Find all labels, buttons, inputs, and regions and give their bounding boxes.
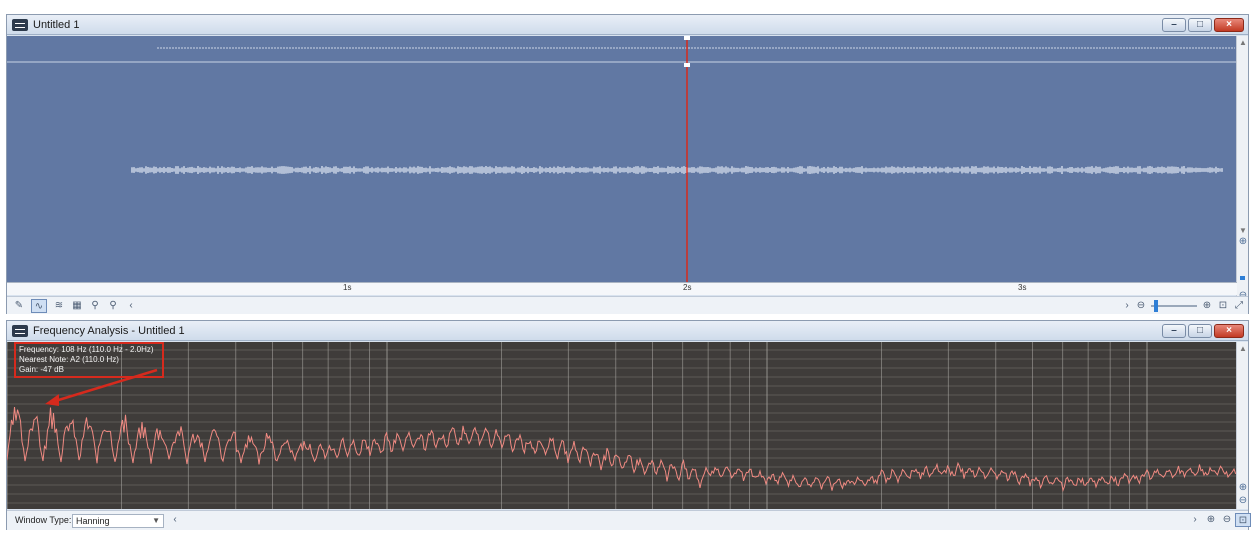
marker-icon[interactable]: ⚲ bbox=[91, 300, 99, 311]
frequency-vertical-scrollbar[interactable]: ▲ ⊕ ⊖ bbox=[1236, 342, 1248, 509]
annotation-arrow bbox=[51, 368, 158, 404]
playhead-top-handle bbox=[684, 36, 690, 40]
spectral-view-icon[interactable]: ≋ bbox=[54, 300, 64, 311]
frequency-readout: Frequency: 108 Hz (110.0 Hz - 2.0Hz) bbox=[19, 345, 154, 354]
zoom-fit-icon[interactable]: ⊡ bbox=[1235, 513, 1251, 527]
gain-readout: Gain: -47 dB bbox=[19, 365, 64, 374]
maximize-button[interactable]: □ bbox=[1188, 324, 1212, 338]
scroll-down-icon[interactable]: ▼ bbox=[1239, 226, 1247, 235]
ruler-label-2s: 2s bbox=[683, 283, 692, 292]
zoom-out-icon[interactable]: ⊖ bbox=[1222, 514, 1232, 525]
chevron-left-icon[interactable]: ‹ bbox=[129, 300, 133, 311]
window-type-select[interactable]: Hanning ▼ bbox=[72, 514, 164, 528]
ruler-label-3s: 3s bbox=[1018, 283, 1027, 292]
frequency-window-title: Frequency Analysis - Untitled 1 bbox=[33, 325, 185, 337]
window-type-label: Window Type: bbox=[15, 515, 72, 525]
time-ruler[interactable]: 1s 2s 3s bbox=[7, 282, 1237, 295]
waveform-window: Untitled 1 – □ × ▲ ▼ ⊕ ⊖ 1s 2s 3s ✎ ∿ ≋ … bbox=[6, 14, 1249, 314]
waveform-window-title: Untitled 1 bbox=[33, 19, 80, 31]
chevron-down-icon: ▼ bbox=[152, 516, 160, 525]
close-button[interactable]: × bbox=[1214, 18, 1244, 32]
frequency-toolbar: Window Type: Hanning ▼ ‹ › ⊕ ⊖ ⊡ bbox=[7, 510, 1251, 530]
vertical-zoom-in-icon[interactable]: ⊕ bbox=[1238, 482, 1248, 493]
zoom-in-icon[interactable]: ⊕ bbox=[1202, 300, 1212, 311]
zoom-full-icon[interactable]: ⤢ bbox=[1235, 300, 1243, 311]
pencil-icon[interactable]: ✎ bbox=[14, 300, 24, 311]
horizontal-zoom-track[interactable] bbox=[1151, 305, 1197, 307]
nearest-note-readout: Nearest Note: A2 (110.0 Hz) bbox=[19, 355, 119, 364]
minimize-button[interactable]: – bbox=[1162, 18, 1186, 32]
vertical-zoom-out-icon[interactable]: ⊖ bbox=[1238, 495, 1248, 506]
close-button[interactable]: × bbox=[1214, 324, 1244, 338]
frequency-spectrum-display[interactable]: Frequency: 108 Hz (110.0 Hz - 2.0Hz) Nea… bbox=[7, 342, 1237, 509]
frequency-titlebar[interactable]: Frequency Analysis - Untitled 1 – □ × bbox=[7, 321, 1248, 341]
waveform-trace bbox=[131, 166, 1223, 174]
waveform-vertical-scrollbar[interactable]: ▲ ▼ ⊕ ⊖ bbox=[1236, 36, 1248, 312]
frequency-analysis-window: Frequency Analysis - Untitled 1 – □ × Fr… bbox=[6, 320, 1251, 530]
playhead-mid-handle bbox=[684, 63, 690, 67]
marker-2-icon[interactable]: ⚲ bbox=[109, 300, 117, 311]
window-type-value: Hanning bbox=[76, 516, 110, 526]
zoom-fit-icon[interactable]: ⊡ bbox=[1218, 300, 1228, 311]
scroll-up-icon[interactable]: ▲ bbox=[1239, 38, 1247, 47]
vertical-zoom-out-icon[interactable]: ⊖ bbox=[1237, 290, 1249, 301]
minimize-icon: – bbox=[1171, 19, 1177, 30]
maximize-button[interactable]: □ bbox=[1188, 18, 1212, 32]
chevron-left-icon[interactable]: ‹ bbox=[173, 514, 177, 525]
close-icon: × bbox=[1226, 325, 1232, 336]
horizontal-zoom-slider[interactable] bbox=[1154, 300, 1158, 312]
frequency-info-box: Frequency: 108 Hz (110.0 Hz - 2.0Hz) Nea… bbox=[14, 342, 164, 378]
zoom-in-icon[interactable]: ⊕ bbox=[1206, 514, 1216, 525]
chevron-right-icon[interactable]: › bbox=[1193, 514, 1197, 525]
app-icon bbox=[12, 325, 28, 337]
zoom-out-icon[interactable]: ⊖ bbox=[1136, 300, 1146, 311]
vertical-zoom-slider[interactable] bbox=[1240, 276, 1245, 280]
close-icon: × bbox=[1226, 19, 1232, 30]
minimize-button[interactable]: – bbox=[1162, 324, 1186, 338]
waveform-toolbar: ✎ ∿ ≋ ▦ ⚲ ⚲ ‹ › ⊖ ⊕ ⊡ ⤢ bbox=[7, 296, 1248, 314]
maximize-icon: □ bbox=[1196, 325, 1204, 336]
waveform-titlebar[interactable]: Untitled 1 – □ × bbox=[7, 15, 1248, 35]
annotation-arrowhead bbox=[45, 394, 59, 406]
minimize-icon: – bbox=[1171, 325, 1177, 336]
spectrum-trace bbox=[7, 407, 1237, 493]
waveform-display[interactable] bbox=[7, 36, 1237, 282]
grid-view-icon[interactable]: ▦ bbox=[72, 300, 82, 311]
waveform-view-icon[interactable]: ∿ bbox=[31, 299, 47, 313]
spectrum-canvas[interactable] bbox=[7, 342, 1237, 509]
vertical-zoom-in-icon[interactable]: ⊕ bbox=[1238, 236, 1248, 247]
maximize-icon: □ bbox=[1196, 19, 1204, 30]
chevron-right-icon[interactable]: › bbox=[1125, 300, 1129, 311]
waveform-canvas[interactable] bbox=[7, 36, 1237, 282]
scroll-up-icon[interactable]: ▲ bbox=[1239, 344, 1247, 353]
ruler-label-1s: 1s bbox=[343, 283, 352, 292]
app-icon bbox=[12, 19, 28, 31]
